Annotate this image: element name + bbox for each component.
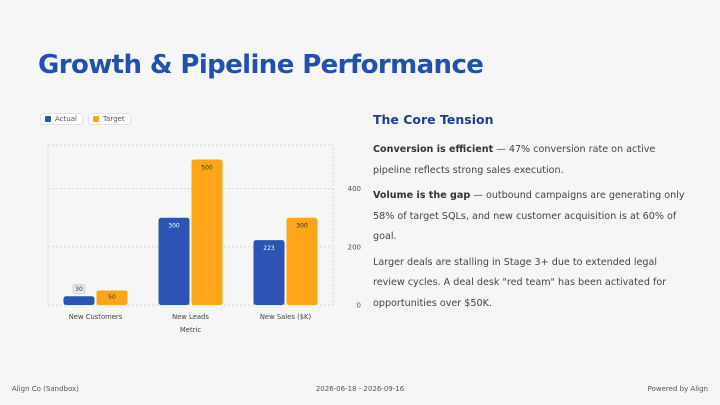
x-tick-label: New Leads	[172, 313, 209, 321]
insight-panel: The Core Tension Conversion is efficient…	[373, 112, 685, 319]
bar-actual	[63, 296, 95, 305]
plot-frame	[47, 144, 334, 306]
x-tick-label: New Customers	[69, 313, 123, 321]
y-tick-label: 400	[348, 185, 361, 193]
legend-label-actual: Actual	[55, 115, 77, 123]
data-label: 50	[108, 294, 116, 301]
legend-swatch-actual	[45, 116, 51, 122]
data-label: 300	[168, 223, 180, 230]
slide-title: Growth & Pipeline Performance	[38, 50, 484, 80]
panel-heading: The Core Tension	[373, 112, 494, 127]
y-tick-label: 200	[348, 243, 361, 251]
paragraph-volume-text: — outbound campaigns are generating only…	[373, 190, 685, 242]
data-label: 30	[75, 286, 83, 293]
legend-label-target: Target	[102, 115, 125, 123]
x-tick-label: New Sales ($K)	[260, 313, 312, 321]
footer-company: Align Co (Sandbox)	[12, 385, 79, 393]
bar-target	[191, 159, 223, 305]
x-axis-label: Metric	[180, 326, 201, 334]
bar-actual	[158, 217, 190, 305]
paragraph-volume: Volume is the gap — outbound campaigns a…	[373, 186, 685, 248]
data-label: 500	[201, 165, 213, 172]
legend-swatch-target	[92, 116, 99, 122]
paragraph-deals: Larger deals are stalling in Stage 3+ du…	[373, 256, 667, 309]
bar-target	[286, 217, 318, 305]
footer-date-range: 2026-06-18 - 2026-09-16	[315, 385, 405, 393]
legend-item-actual[interactable]: Actual	[40, 113, 83, 125]
legend-item-target[interactable]: Target	[87, 113, 131, 125]
data-label: 223	[263, 245, 275, 252]
paragraph-conversion-bold: Conversion is efficient	[373, 144, 494, 155]
footer-powered-by: Powered by Align	[647, 385, 708, 393]
chart-legend: Actual Target	[40, 113, 131, 125]
data-label: 300	[296, 223, 308, 230]
bar-target	[96, 290, 128, 305]
y-tick-label: 0	[357, 302, 361, 310]
bar-actual	[253, 240, 285, 305]
paragraph-volume-bold: Volume is the gap	[373, 190, 471, 201]
paragraph-conversion-text: — 47% conversion rate on active pipeline…	[373, 144, 656, 176]
paragraph-conversion: Conversion is efficient — 47% conversion…	[373, 140, 685, 181]
data-label-box	[72, 284, 86, 294]
